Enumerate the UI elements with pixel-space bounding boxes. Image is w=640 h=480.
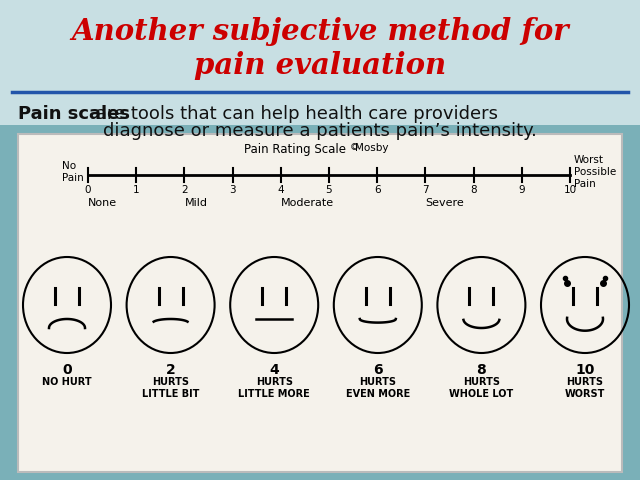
Text: 8: 8 [470,185,477,195]
Text: diagnose or measure a patients pain’s intensity.: diagnose or measure a patients pain’s in… [103,122,537,140]
Text: 0: 0 [62,363,72,377]
Text: NO HURT: NO HURT [42,377,92,387]
Text: Pain Rating Scale: Pain Rating Scale [244,143,346,156]
Text: 5: 5 [326,185,332,195]
Text: Mild: Mild [184,198,207,208]
Text: 4: 4 [278,185,284,195]
Text: 7: 7 [422,185,429,195]
Text: pain evaluation: pain evaluation [194,50,446,80]
Text: No
Pain: No Pain [62,161,84,183]
Text: Another subjective method for: Another subjective method for [71,17,569,47]
Text: 2: 2 [166,363,175,377]
FancyBboxPatch shape [0,0,640,125]
Text: ©: © [350,143,359,152]
Text: HURTS
WHOLE LOT: HURTS WHOLE LOT [449,377,513,398]
Text: 2: 2 [181,185,188,195]
Text: 10: 10 [575,363,595,377]
Text: 4: 4 [269,363,279,377]
Text: HURTS
EVEN MORE: HURTS EVEN MORE [346,377,410,398]
Text: 0: 0 [84,185,92,195]
Text: 8: 8 [477,363,486,377]
Text: 10: 10 [563,185,577,195]
Text: HURTS
WORST: HURTS WORST [565,377,605,398]
Text: are tools that can help health care providers: are tools that can help health care prov… [90,105,498,123]
Text: Pain scales: Pain scales [18,105,130,123]
Text: Worst
Possible
Pain: Worst Possible Pain [574,156,616,189]
Text: 1: 1 [133,185,140,195]
Text: Mosby: Mosby [355,143,388,153]
Text: Moderate: Moderate [281,198,334,208]
Text: None: None [88,198,117,208]
Text: HURTS
LITTLE MORE: HURTS LITTLE MORE [238,377,310,398]
Text: Severe: Severe [426,198,464,208]
Text: 6: 6 [374,185,381,195]
FancyBboxPatch shape [18,134,622,472]
Text: 9: 9 [518,185,525,195]
Text: 6: 6 [373,363,383,377]
Text: HURTS
LITTLE BIT: HURTS LITTLE BIT [142,377,199,398]
Text: 3: 3 [229,185,236,195]
